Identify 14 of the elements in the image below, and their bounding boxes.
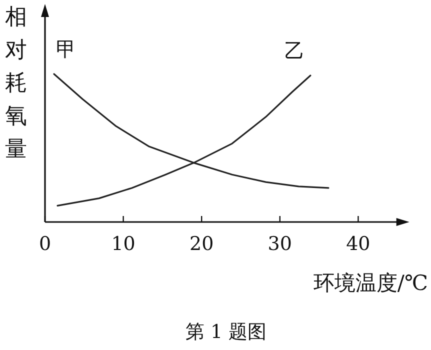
x-tick-label: 30	[268, 233, 292, 255]
x-tick-label: 0	[38, 233, 52, 255]
y-label-char: 量	[5, 137, 27, 162]
y-label-char: 相	[5, 5, 27, 30]
annotation: 第 1 题图	[185, 321, 267, 343]
x-tick-label: 20	[190, 233, 214, 255]
x-label: 环境温度/℃	[313, 271, 428, 295]
x-tick-label: 40	[346, 233, 370, 255]
series-label: 甲	[56, 37, 76, 61]
y-label-char: 氧	[5, 104, 27, 129]
series-label: 乙	[284, 38, 304, 62]
y-label-char: 耗	[5, 71, 27, 96]
x-tick-label: 10	[111, 233, 136, 255]
y-label-char: 对	[5, 38, 27, 63]
